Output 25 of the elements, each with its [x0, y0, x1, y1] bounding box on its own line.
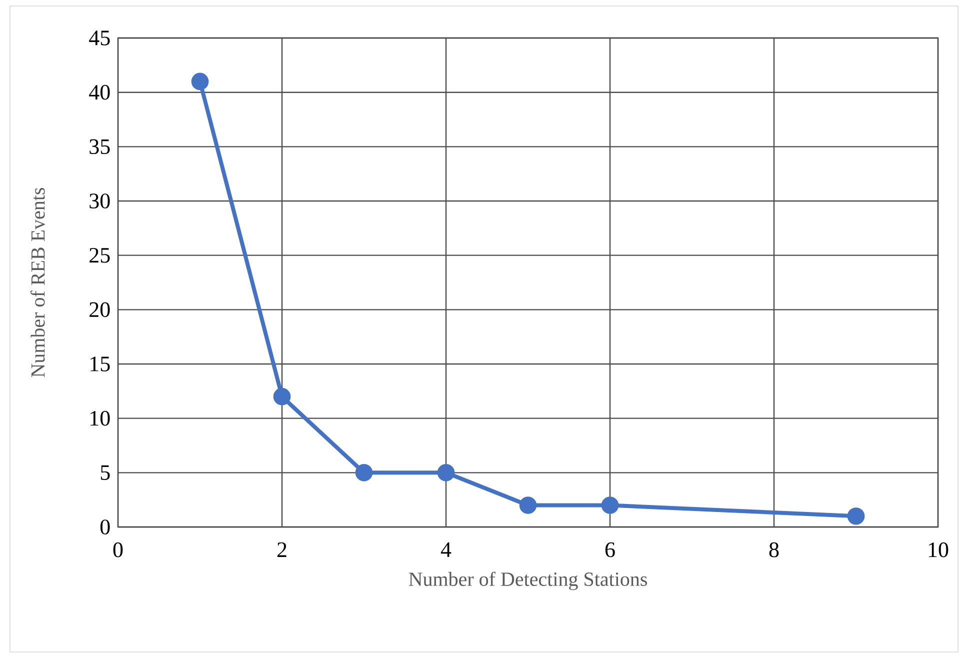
- y-tick-label: 30: [90, 194, 110, 208]
- point: [191, 72, 209, 90]
- point: [519, 496, 537, 514]
- y-tick-label: 15: [90, 356, 110, 372]
- point: [273, 388, 291, 406]
- y-tick-label: 20: [90, 302, 110, 318]
- x-tick-label: 4: [440, 542, 452, 557]
- y-tick-label: 0: [100, 520, 110, 534]
- x-tick-label: 8: [769, 542, 779, 558]
- x-axis-title: Number of Detecting Stations: [408, 572, 647, 590]
- y-tick-label: 5: [100, 465, 110, 480]
- y-tick-label: 40: [89, 84, 110, 100]
- point: [437, 464, 455, 482]
- y-tick-label: 35: [90, 139, 110, 154]
- y-tick-label: 10: [90, 410, 110, 426]
- y-axis-title: Number of REB Events: [30, 188, 45, 378]
- x-tick-label: 10: [928, 542, 948, 558]
- y-tick-label: 25: [90, 248, 110, 263]
- y-tick-label: 45: [89, 30, 110, 46]
- x-tick-label: 6: [605, 542, 615, 558]
- x-tick-label: 2: [277, 542, 286, 557]
- point: [601, 496, 619, 514]
- point: [847, 507, 865, 525]
- point: [355, 464, 373, 482]
- x-tick-label: 0: [113, 542, 123, 558]
